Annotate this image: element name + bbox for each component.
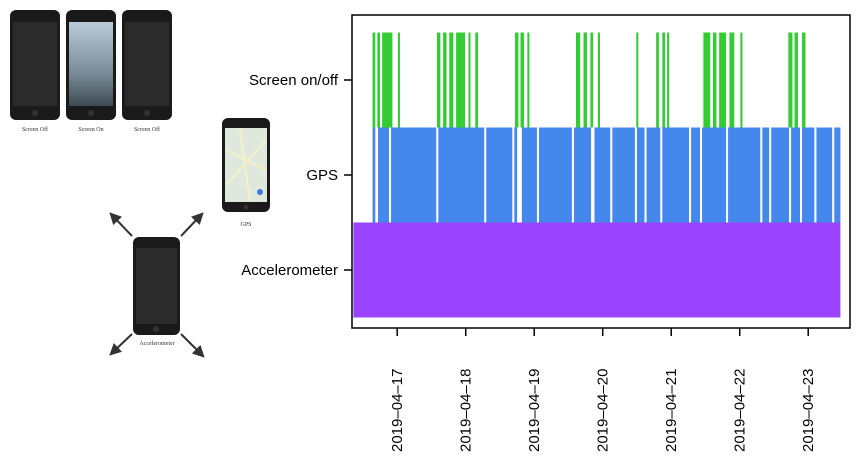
chart: Screen on/off GPS Accelerometer 2019–04–17 2…	[241, 33, 840, 453]
interval-bar	[816, 128, 832, 223]
caption: GPS	[240, 222, 251, 228]
interval-bar	[637, 128, 645, 223]
interval-bar	[719, 33, 726, 128]
page: Screen Off Screen On Screen Off GPS Acce…	[0, 0, 860, 457]
interval-bar	[539, 128, 572, 223]
x-tick-label: 2019–04–19	[526, 369, 543, 452]
phone	[10, 10, 60, 120]
interval-bar	[788, 33, 792, 128]
interval-bar	[391, 128, 436, 223]
illustration: Screen Off Screen On Screen Off GPS Acce…	[10, 10, 270, 356]
interval-bar	[612, 128, 635, 223]
interval-bar	[373, 128, 376, 223]
interval-bar	[636, 33, 638, 128]
interval-bar	[584, 33, 587, 128]
interval-bar	[378, 128, 389, 223]
interval-bar	[590, 33, 593, 128]
caption: Screen Off	[134, 126, 160, 133]
interval-bar	[762, 128, 769, 223]
y-tick-label: Accelerometer	[241, 262, 338, 279]
interval-bar	[740, 33, 742, 128]
x-tick-label: 2019–04–21	[663, 369, 680, 452]
interval-bar	[576, 33, 580, 128]
interval-bar	[353, 223, 840, 318]
interval-bar	[691, 128, 700, 223]
interval-bar	[598, 33, 600, 128]
x-tick-label: 2019–04–23	[800, 369, 817, 452]
interval-bar	[802, 128, 814, 223]
interval-bar	[702, 128, 726, 223]
interval-bar	[713, 33, 716, 128]
interval-bar	[574, 128, 591, 223]
interval-bar	[377, 33, 380, 128]
interval-bar	[667, 33, 669, 128]
interval-bar	[514, 128, 517, 223]
phone	[222, 118, 270, 212]
interval-bar	[834, 128, 840, 223]
interval-bar	[468, 33, 470, 128]
interval-bar	[373, 33, 376, 128]
interval-bar	[527, 33, 529, 128]
interval-bar	[771, 128, 789, 223]
interval-bar	[791, 128, 800, 223]
interval-bar	[802, 33, 805, 128]
interval-bar	[398, 33, 400, 128]
interval-bar	[522, 128, 537, 223]
caption: Screen Off	[22, 126, 48, 133]
interval-bar	[647, 128, 661, 223]
interval-bar	[515, 33, 518, 128]
interval-bar	[456, 33, 465, 128]
interval-bar	[521, 33, 524, 128]
interval-bar	[475, 33, 478, 128]
interval-bar	[703, 33, 710, 128]
x-tick-label: 2019–04–20	[595, 369, 612, 452]
interval-bar	[438, 128, 484, 223]
phone	[122, 10, 172, 120]
interval-bar	[449, 33, 453, 128]
x-tick-label: 2019–04–17	[389, 369, 406, 452]
interval-bar	[795, 33, 798, 128]
y-tick-label: GPS	[306, 167, 338, 184]
interval-bar	[437, 33, 440, 128]
phone	[133, 237, 180, 335]
y-tick-label: Screen on/off	[249, 72, 339, 89]
caption: Accelerometer	[139, 341, 174, 347]
interval-bar	[443, 33, 446, 128]
interval-bar	[662, 33, 665, 128]
interval-bar	[656, 33, 659, 128]
interval-bar	[729, 33, 734, 128]
interval-bar	[486, 128, 512, 223]
interval-bar	[594, 128, 610, 223]
figure: Screen Off Screen On Screen Off GPS Acce…	[0, 0, 860, 457]
interval-bar	[382, 33, 392, 128]
interval-bar	[662, 128, 689, 223]
x-tick-label: 2019–04–22	[732, 369, 749, 452]
interval-bar	[728, 128, 760, 223]
phone	[66, 10, 116, 120]
x-tick-label: 2019–04–18	[458, 369, 475, 452]
caption: Screen On	[78, 127, 103, 133]
